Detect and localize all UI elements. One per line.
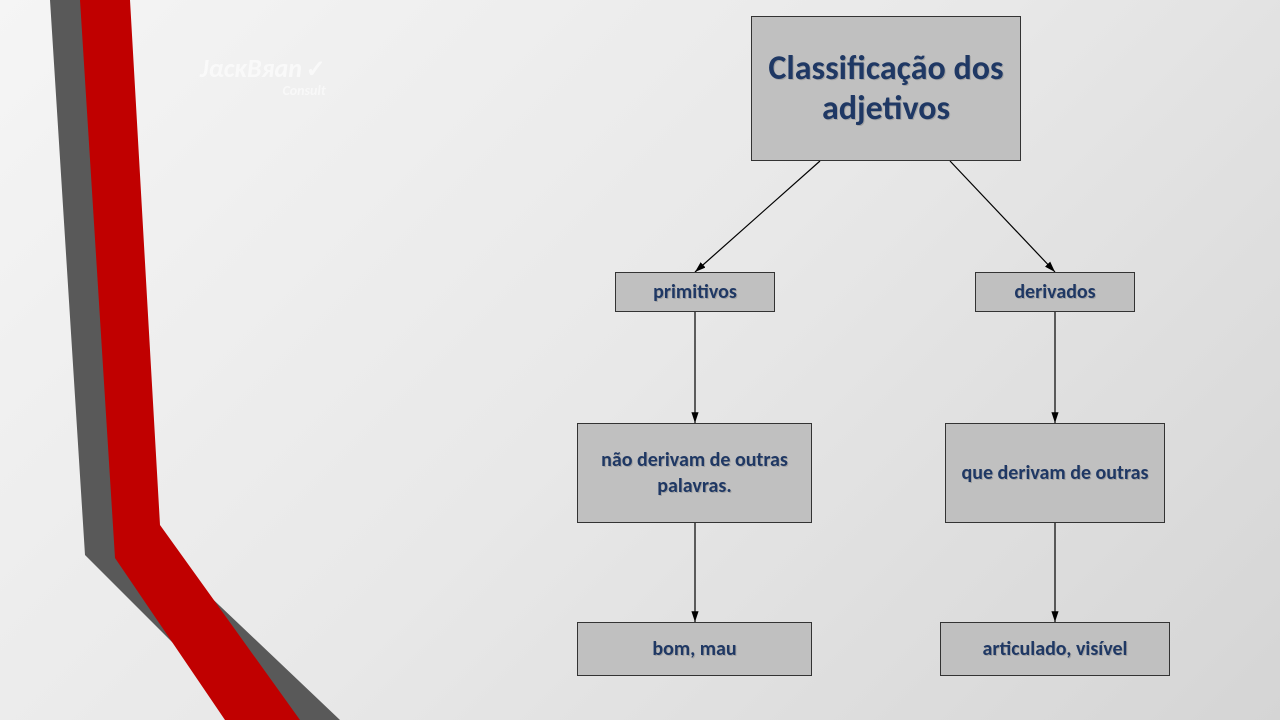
node-right4-label: articulado, visível	[983, 637, 1128, 661]
node-right2: derivados	[975, 272, 1135, 312]
node-left2: primitivos	[615, 272, 775, 312]
chevron-outer	[50, 0, 340, 720]
chevron-decoration	[0, 0, 1280, 720]
chevron-inner	[80, 0, 300, 720]
node-left4: bom, mau	[577, 622, 812, 676]
edge-root-left2	[695, 161, 820, 272]
watermark-main: JαcκBяan	[200, 52, 302, 84]
node-left3-label: não derivam de outras palavras.	[586, 447, 803, 499]
node-root: Classificação dos adjetivos	[751, 16, 1021, 161]
node-right4: articulado, visível	[940, 622, 1170, 676]
watermark-check-icon: ✓	[306, 55, 326, 84]
node-right3: que derivam de outras	[945, 423, 1165, 523]
watermark-sub: Consult	[200, 84, 326, 98]
node-right3-label: que derivam de outras	[962, 460, 1149, 486]
node-left2-label: primitivos	[653, 280, 737, 304]
diagram-edges	[0, 0, 1280, 720]
node-left4-label: bom, mau	[652, 637, 736, 661]
node-root-label: Classificação dos adjetivos	[760, 49, 1012, 127]
watermark-logo: JαcκBяan ✓ Consult	[200, 55, 326, 98]
edge-root-right2	[950, 161, 1055, 272]
node-left3: não derivam de outras palavras.	[577, 423, 812, 523]
node-right2-label: derivados	[1014, 280, 1095, 304]
